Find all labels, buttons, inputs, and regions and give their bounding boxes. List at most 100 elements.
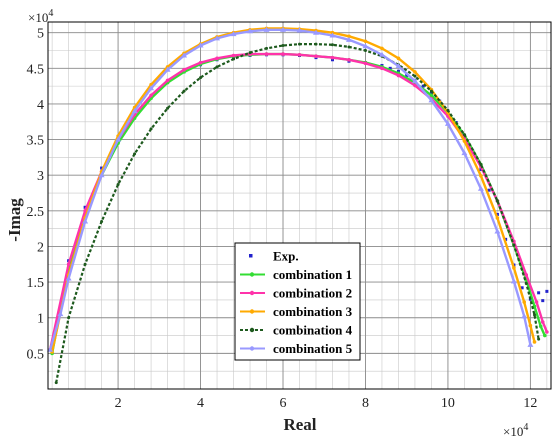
data-point <box>248 51 252 55</box>
x-tick-label: 4 <box>197 396 204 411</box>
x-axis-label: Real <box>283 415 316 434</box>
y-tick-label: 4 <box>37 98 44 113</box>
data-point <box>495 199 499 203</box>
data-point <box>297 52 302 57</box>
data-point <box>149 127 153 131</box>
data-point <box>182 67 186 72</box>
x-exponent-base: ×10 <box>503 424 523 439</box>
data-point <box>363 39 368 44</box>
data-point <box>280 26 287 32</box>
data-point <box>545 289 549 293</box>
data-point <box>330 58 334 62</box>
legend-swatch <box>249 254 253 258</box>
data-point <box>57 311 64 317</box>
data-point <box>510 278 517 284</box>
data-point <box>462 139 467 143</box>
data-point <box>512 266 516 270</box>
data-point <box>47 346 54 352</box>
x-axis-ticks: 2 4 6 8 10 12 <box>115 396 538 411</box>
legend-label: Exp. <box>273 249 299 264</box>
x-exponent-label: ×104 <box>503 422 528 439</box>
x-tick-label: 12 <box>523 396 537 411</box>
data-point <box>512 243 516 247</box>
y-tick-label: 4.5 <box>27 62 45 77</box>
y-tick-label: 5 <box>37 27 44 42</box>
data-point <box>495 216 500 220</box>
data-point <box>413 83 417 88</box>
data-point <box>115 136 122 142</box>
y-exponent-power: 4 <box>48 8 53 19</box>
y-axis-ticks: 0.5 1 1.5 2 2.5 3 3.5 4 4.5 5 <box>27 27 45 363</box>
data-point <box>98 172 105 178</box>
data-point <box>524 273 529 277</box>
data-point <box>532 340 537 344</box>
series-6 <box>47 26 534 352</box>
data-point <box>537 291 541 295</box>
legend: Exp. combination 1 combination 2 combinatio… <box>234 242 361 361</box>
x-tick-label: 8 <box>362 396 369 411</box>
data-point <box>520 286 524 290</box>
data-point <box>82 218 89 224</box>
data-point <box>380 66 384 71</box>
y-tick-label: 1 <box>37 312 44 327</box>
data-point <box>545 330 549 334</box>
data-point <box>215 56 219 61</box>
data-point <box>116 182 120 186</box>
y-tick-label: 2 <box>37 240 44 255</box>
data-point <box>444 120 451 126</box>
data-point <box>197 42 204 48</box>
data-point <box>479 168 483 172</box>
series-line <box>50 27 536 353</box>
data-point <box>100 166 104 170</box>
legend-label: combination 2 <box>273 286 352 301</box>
data-point <box>67 316 71 320</box>
y-tick-label: 3 <box>37 169 44 184</box>
data-point <box>347 45 351 49</box>
data-point <box>543 333 547 338</box>
legend-box <box>234 242 361 361</box>
data-point <box>133 152 137 156</box>
data-point <box>296 27 303 33</box>
data-point <box>182 89 186 93</box>
legend-item: combination 2 <box>240 286 352 301</box>
data-point <box>65 275 72 281</box>
data-point <box>541 299 545 303</box>
data-point <box>330 55 335 60</box>
data-point <box>347 34 351 39</box>
x-tick-label: 6 <box>280 396 287 411</box>
data-point <box>298 42 301 46</box>
data-point <box>540 320 545 324</box>
y-exponent-base: ×10 <box>28 10 48 25</box>
data-point <box>281 44 285 48</box>
data-point <box>495 212 499 216</box>
data-point <box>380 46 384 51</box>
data-point <box>411 78 418 84</box>
legend-label: combination 5 <box>273 341 353 356</box>
data-point <box>329 32 336 38</box>
legend-marker <box>249 290 255 296</box>
plot-frame <box>47 21 552 390</box>
data-point <box>378 51 385 57</box>
legend-label: combination 3 <box>273 304 353 319</box>
data-point <box>413 70 417 74</box>
data-point <box>83 209 87 213</box>
data-point <box>148 85 155 91</box>
series-layer <box>47 26 549 385</box>
data-point <box>528 323 533 328</box>
data-point <box>166 106 170 110</box>
y-exponent-label: ×104 <box>28 8 53 25</box>
data-point <box>312 29 319 35</box>
y-tick-label: 1.5 <box>27 276 45 291</box>
data-point <box>199 76 203 80</box>
legend-label: combination 4 <box>273 323 353 338</box>
data-point <box>429 93 434 98</box>
data-point <box>345 36 352 42</box>
data-point <box>165 78 170 83</box>
data-point <box>477 185 484 191</box>
data-point <box>421 84 425 88</box>
data-point <box>230 31 237 37</box>
data-point <box>521 313 528 319</box>
y-axis-label: -Imag <box>5 198 24 242</box>
data-point <box>462 133 466 137</box>
legend-marker <box>249 309 255 314</box>
